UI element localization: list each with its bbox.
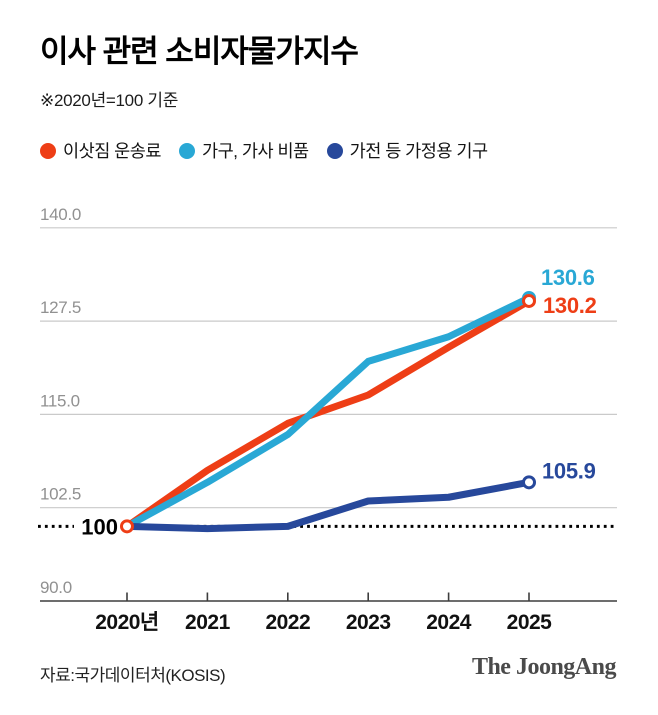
series-line-appliances [123, 478, 533, 533]
series-layer [123, 294, 533, 533]
y-tick-label: 90.0 [40, 578, 72, 597]
legend-dot-furniture-icon [178, 142, 195, 159]
legend: 이삿짐 운송료 가구, 가사 비품 가전 등 가정용 기구 [40, 138, 488, 163]
x-tick-label: 2024 [426, 611, 472, 634]
end-label-moving-fee: 130.2 [543, 293, 597, 318]
legend-label-furniture: 가구, 가사 비품 [201, 141, 309, 161]
legend-dot-appliances-icon [326, 142, 343, 159]
y-tick-label: 140.0 [40, 205, 81, 224]
baseline-label-backing [74, 512, 122, 541]
baseline-label: 100 [81, 514, 118, 539]
axis-layer: 2020년 2021 2022 2023 2024 2025 [95, 592, 553, 634]
end-label-appliances: 105.9 [542, 458, 596, 483]
end-label-furniture: 130.6 [541, 265, 595, 290]
end-marker-appliances [522, 475, 536, 490]
x-tick-label: 2023 [346, 611, 391, 634]
series-line-furniture [123, 294, 533, 530]
source-note: 자료:국가데이터처(KOSIS) [40, 666, 226, 685]
series-line-moving-fee [123, 297, 533, 530]
legend-item-furniture: 가구, 가사 비품 [178, 138, 309, 163]
legend-label-appliances: 가전 등 가정용 기구 [349, 141, 488, 161]
start-marker [120, 519, 134, 534]
joongang-logo: The JoongAng [471, 654, 617, 680]
y-tick-label: 127.5 [40, 298, 81, 317]
end-marker-moving-fee [522, 293, 536, 308]
chart-subtitle: ※2020년=100 기준 [40, 91, 179, 110]
x-tick-label: 2020년 [95, 611, 159, 634]
legend-item-moving-fee: 이삿짐 운송료 [40, 138, 161, 163]
legend-item-appliances: 가전 등 가정용 기구 [326, 138, 488, 163]
y-tick-label: 115.0 [40, 391, 80, 410]
x-tick-label: 2025 [507, 611, 553, 634]
x-tick-label: 2021 [185, 611, 231, 634]
grid-layer: 90.0 102.5 115.0 127.5 140.0 [40, 205, 617, 602]
marker-layer: 100 130.2 130.6 105.9 [74, 265, 597, 541]
x-tick-label: 2022 [265, 611, 310, 634]
legend-label-moving-fee: 이삿짐 운송료 [63, 141, 161, 161]
y-tick-label: 102.5 [40, 485, 81, 504]
legend-dot-moving-fee-icon [40, 142, 56, 159]
chart-title: 이사 관련 소비자물가지수 [40, 34, 359, 69]
